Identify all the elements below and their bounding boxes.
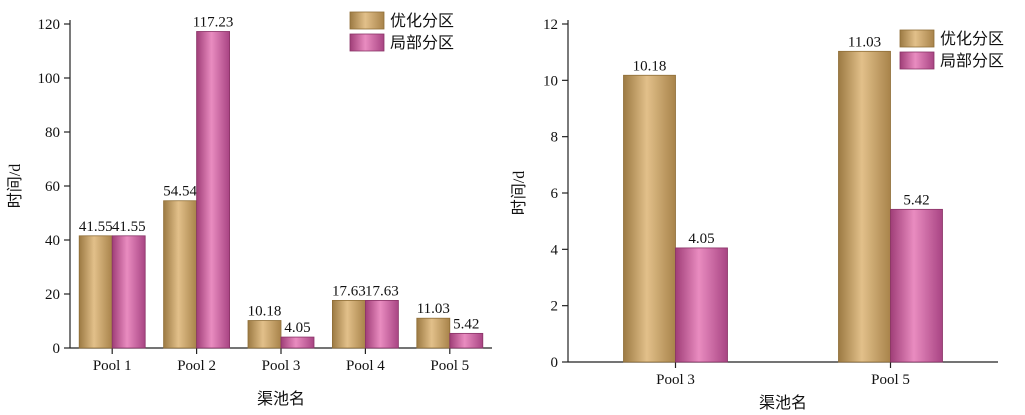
bar-optimized [78, 235, 113, 349]
y-tick-label: 2 [551, 299, 559, 315]
x-tick-label: Pool 3 [656, 372, 695, 388]
y-tick-label: 10 [543, 73, 558, 89]
y-axis-title: 时间/d [510, 171, 528, 215]
legend-label: 局部分区 [390, 34, 454, 52]
data-label: 17.63 [365, 283, 399, 299]
data-label: 10.18 [633, 58, 667, 74]
data-label: 41.55 [79, 219, 113, 235]
x-tick-label: Pool 5 [430, 358, 469, 374]
y-tick-label: 8 [551, 130, 559, 146]
bar-optimized [838, 50, 891, 363]
x-axis-title: 渠池名 [257, 390, 305, 408]
x-tick-label: Pool 4 [346, 358, 385, 374]
data-label: 41.55 [112, 219, 146, 235]
bar-local [449, 332, 484, 349]
bar-local [280, 336, 315, 349]
bar-optimized [416, 317, 451, 349]
bar-optimized [623, 74, 676, 363]
data-label: 17.63 [332, 283, 366, 299]
y-tick-label: 6 [551, 186, 559, 202]
y-tick-label: 0 [53, 341, 61, 357]
legend-label: 优化分区 [390, 12, 454, 30]
legend-label: 局部分区 [940, 52, 1004, 70]
x-axis-title: 渠池名 [759, 394, 807, 412]
data-label: 5.42 [903, 192, 929, 208]
legend-label: 优化分区 [940, 30, 1004, 48]
right-chart: 0 2 4 6 8 10 12 Pool 3 10.18 4.05 Pool 5 11.03 5.42 时… [510, 17, 1004, 412]
y-tick-label: 120 [38, 17, 61, 33]
legend-swatch-optimized [899, 29, 935, 48]
x-tick-label: Pool 3 [262, 358, 301, 374]
y-axis-title: 时间/d [6, 164, 24, 208]
y-tick-label: 12 [543, 17, 558, 33]
legend-swatch-optimized [349, 11, 385, 30]
bar-optimized [163, 200, 198, 349]
bar-optimized [331, 299, 366, 349]
data-label: 11.03 [848, 34, 881, 50]
data-label: 4.05 [688, 231, 714, 247]
legend-swatch-local [349, 33, 385, 52]
x-tick-label: Pool 2 [177, 358, 216, 374]
bar-local [890, 208, 943, 363]
data-label: 4.05 [284, 320, 310, 336]
y-tick-label: 0 [551, 355, 559, 371]
data-label: 5.42 [453, 316, 479, 332]
bar-local [196, 31, 231, 349]
data-label: 54.54 [163, 184, 197, 200]
y-tick-label: 4 [551, 242, 559, 258]
y-tick-label: 60 [45, 179, 60, 195]
y-tick-label: 40 [45, 233, 60, 249]
data-label: 11.03 [417, 301, 450, 317]
y-tick-label: 100 [38, 71, 61, 87]
y-tick-label: 20 [45, 287, 60, 303]
legend-swatch-local [899, 51, 935, 70]
bar-optimized [247, 320, 282, 349]
x-tick-label: Pool 1 [93, 358, 132, 374]
bar-local [675, 247, 728, 363]
data-label: 10.18 [248, 304, 282, 320]
bar-local [364, 299, 399, 349]
left-chart: 0 20 40 60 80 100 120 Pool 1 41.55 41.55 Pool 2 54.… [6, 11, 492, 408]
y-tick-label: 80 [45, 125, 60, 141]
bar-local [111, 235, 146, 349]
x-tick-label: Pool 5 [871, 372, 910, 388]
data-label: 117.23 [193, 14, 234, 30]
